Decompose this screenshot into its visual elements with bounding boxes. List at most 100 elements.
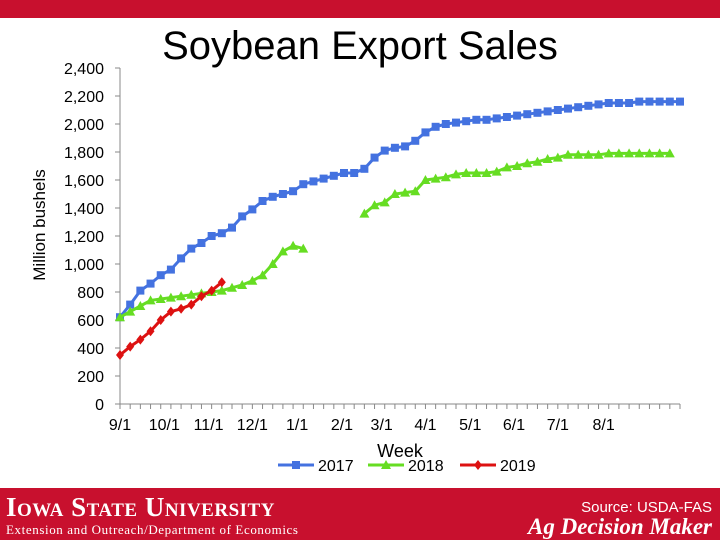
series-2019-point (126, 341, 135, 352)
y-tick-label: 2,400 (64, 61, 104, 78)
series-2017-line (118, 100, 680, 319)
series-2017-point (380, 146, 389, 155)
university-name: Iowa State University (6, 492, 275, 522)
series-2017-point (523, 110, 532, 119)
series-2017-point (604, 99, 613, 107)
series-2018-point (430, 173, 441, 183)
series-2018-point (552, 152, 563, 162)
series-2017-point (248, 205, 257, 214)
department-name: Extension and Outreach/Department of Eco… (6, 522, 299, 537)
series-2018-point (573, 149, 584, 159)
series-2017-point (655, 97, 664, 106)
series-2018-point (634, 148, 645, 158)
series-2017-point (217, 229, 226, 238)
series-2017-point (401, 142, 410, 151)
series-2017-point (319, 174, 328, 183)
series-2017-point (268, 192, 277, 201)
series-2018-point (624, 148, 635, 158)
series-2017-point (452, 118, 460, 127)
series-2019-point (177, 303, 186, 314)
series-2018-point (491, 166, 502, 176)
series-2018-point (145, 295, 156, 305)
series-2017-point (614, 99, 623, 107)
series-2018-point (410, 186, 421, 196)
brand-name: Ag Decision Maker (528, 514, 712, 539)
series-2018-point (512, 161, 523, 170)
series-2017-point (533, 108, 542, 117)
y-tick-label: 1,600 (64, 173, 104, 190)
series-2018-point (277, 246, 288, 256)
series-2019-point (156, 315, 165, 325)
series-2017-point (207, 232, 216, 240)
series-2018-point (369, 200, 380, 210)
x-tick-label: 10/1 (149, 417, 180, 434)
series-2018-point (481, 168, 492, 177)
series-2017-point (187, 244, 196, 253)
y-tick-label: 2,000 (64, 117, 104, 134)
x-axis: 9/1 10/1 11/1 12/1 1/1 2/1 3/1 4/1 5/1 6/1 7/1 8/1 (109, 403, 681, 434)
series-2019-point (136, 334, 145, 345)
series-2017-point (309, 177, 318, 186)
series-2018-point (135, 301, 146, 310)
series-2018-point (237, 280, 248, 289)
series-2017-point (411, 136, 420, 145)
series-2018-point (451, 169, 461, 179)
series-2018-point (563, 149, 573, 159)
y-tick-label: 1,200 (64, 229, 104, 246)
series-2018-point (583, 149, 594, 159)
series-2018-point (664, 148, 675, 158)
series-2017-point (329, 171, 338, 180)
legend-2017-label: 2017 (318, 458, 354, 475)
series-2018-point (644, 148, 655, 158)
x-tick-label: 4/1 (414, 417, 436, 434)
series-2018-point (389, 189, 400, 198)
legend: 2017 2018 2019 (278, 458, 536, 475)
series-layer (115, 97, 684, 360)
series-2017-point (482, 115, 491, 124)
y-axis-label: Million bushels (30, 169, 49, 281)
series-2018-point (522, 158, 533, 168)
series-2017-point (390, 143, 399, 152)
series-2019-point (146, 326, 155, 337)
series-2017-point (645, 97, 654, 106)
series-2017-point (166, 265, 175, 274)
series-2018-point (471, 168, 482, 177)
x-tick-label: 3/1 (371, 417, 393, 434)
series-2019-point (187, 299, 196, 310)
y-tick-label: 1,800 (64, 145, 104, 162)
series-2017-point (370, 153, 379, 162)
source-note: Source: USDA-FAS (581, 499, 712, 516)
series-2017-point (197, 239, 206, 247)
series-2018-point (420, 175, 431, 184)
series-2019-point (217, 277, 226, 288)
x-tick-label: 8/1 (593, 417, 615, 434)
series-2018-point (155, 294, 166, 303)
series-2017-point (289, 187, 298, 196)
series-2017-point (513, 111, 522, 120)
series-2017-point (431, 122, 440, 131)
series-2017-point (543, 107, 552, 116)
series-2017-point (462, 117, 471, 126)
series-2017-point (553, 106, 562, 114)
export-sales-chart: 0 200 400 600 800 1,000 1,200 1,400 1,600 1,800 2,… (30, 61, 684, 475)
series-2017-point (421, 128, 430, 137)
series-2018-point (542, 154, 553, 163)
legend-2018-label: 2018 (408, 458, 444, 475)
y-tick-label: 0 (95, 397, 104, 414)
series-2017-point (228, 223, 236, 232)
legend-2019-label: 2019 (500, 458, 536, 475)
series-2018-point (186, 289, 197, 299)
series-2017-point (238, 212, 247, 221)
chart-title: Soybean Export Sales (162, 24, 558, 68)
series-2017-point (258, 197, 267, 205)
series-2017-point (441, 120, 450, 128)
y-tick-label: 200 (77, 369, 104, 386)
y-tick-label: 600 (77, 313, 104, 330)
series-2018-point (176, 291, 187, 301)
series-2019-point (207, 285, 216, 296)
x-tick-label: 9/1 (109, 417, 131, 434)
series-2019-point (197, 291, 206, 302)
series-2018-point (165, 292, 176, 302)
series-2017-point (564, 104, 572, 113)
series-2018-point (257, 270, 268, 280)
